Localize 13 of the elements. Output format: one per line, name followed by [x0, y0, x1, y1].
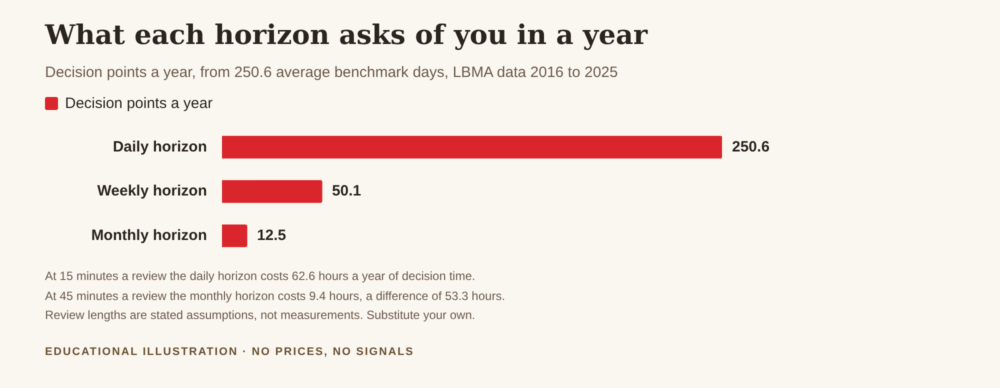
legend-label: Decision points a year [65, 95, 213, 112]
text: At 45 minutes a review the monthly horizon costs 9.4 hours, a difference of 53.3 hours. [45, 288, 506, 302]
data-label: 250.6 [732, 138, 770, 156]
y-tick-label: Daily horizon [112, 138, 207, 156]
data-label: 50.1 [332, 182, 362, 200]
text: At 15 minutes a review the daily horizon costs 62.6 hours a year of decision time. [45, 269, 476, 283]
text: EDUCATIONAL ILLUSTRATION · NO PRICES, NO SIGNALS [45, 346, 414, 358]
data-label: 12.5 [256, 226, 286, 244]
y-tick-label: Weekly horizon [97, 182, 207, 200]
chart-subtitle: Decision points a year, from 250.6 average benchmark days, LBMA data 2016 to 2025 [45, 64, 618, 81]
chart-title: What each horizon asks of you in a year [45, 20, 648, 51]
y-tick-label: Monthly horizon [91, 226, 207, 244]
text: Review lengths are stated assumptions, not measurements. Substitute your own. [45, 308, 476, 322]
